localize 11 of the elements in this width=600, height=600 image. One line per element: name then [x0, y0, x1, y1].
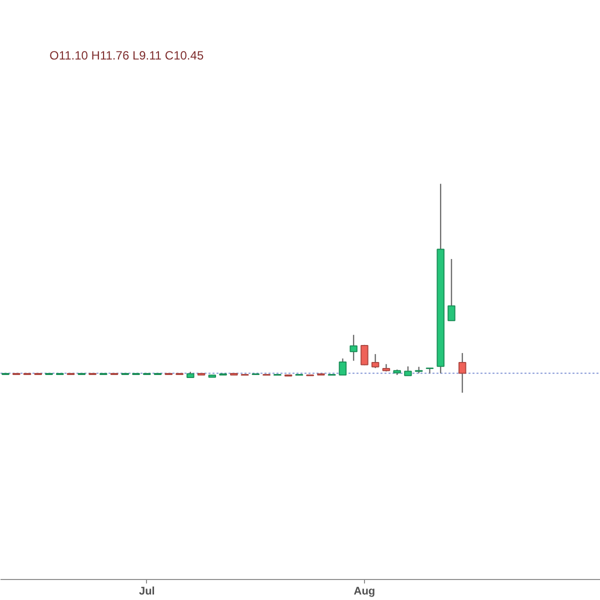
candlestick	[284, 374, 292, 377]
candlestick	[458, 352, 466, 394]
candlestick	[338, 358, 347, 376]
candlestick	[426, 368, 434, 374]
candlestick	[208, 374, 216, 378]
candlestick	[414, 366, 423, 374]
candlestick	[448, 258, 456, 322]
candlestick	[350, 334, 358, 362]
x-tick-label: Jul	[138, 586, 155, 598]
text: O11.10 H11.76 L9.11 C10.45	[50, 48, 204, 63]
x-tick-label: Aug	[354, 586, 376, 598]
